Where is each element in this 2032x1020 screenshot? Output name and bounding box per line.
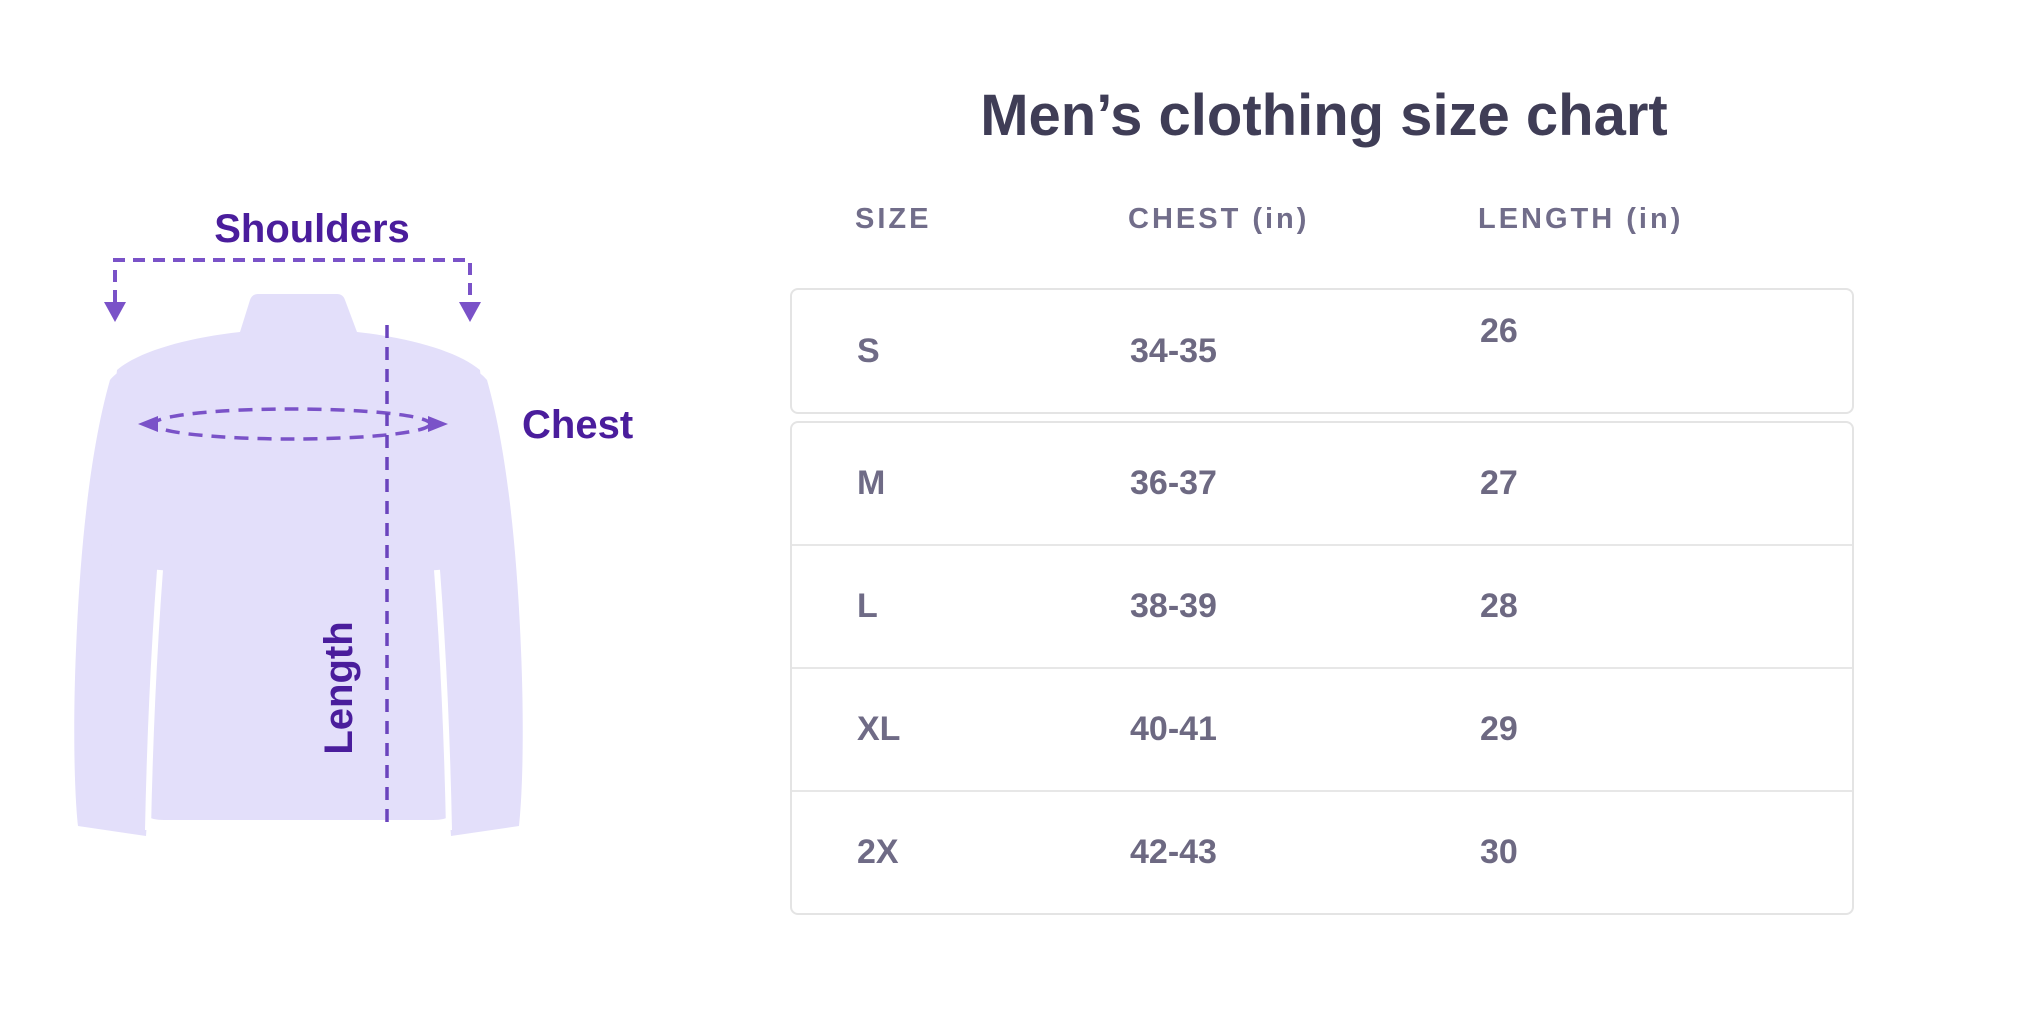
torso-shape [110,332,487,820]
table-row: S 34-35 26 [792,290,1852,412]
shoulders-measure-bracket [113,258,472,302]
shoulders-arrow-left-icon [104,302,126,322]
header-chest: CHEST (in) [1128,203,1310,235]
cell-length: 30 [1480,833,1518,871]
collar-shape [240,294,357,332]
cell-chest: 40-41 [1130,710,1217,748]
table-row: M 36-37 27 [792,423,1852,544]
cell-chest: 42-43 [1130,833,1217,871]
cell-chest: 34-35 [1130,331,1217,370]
length-label: Length [317,621,361,754]
shoulders-label: Shoulders [214,207,410,251]
cell-size: M [857,464,886,502]
size-chart-section: Men’s clothing size chart SIZE CHEST (in… [790,0,1858,1020]
table-row: XL 40-41 29 [792,667,1852,790]
chest-label: Chest [522,403,633,447]
cell-chest: 36-37 [1130,464,1217,502]
table-row: L 38-39 28 [792,544,1852,667]
cell-size: 2X [857,833,899,871]
cell-length: 26 [1480,311,1518,350]
table-header-row: SIZE CHEST (in) LENGTH (in) [855,203,1858,236]
shirt-back-graphic: Shoulders Chest Length [74,207,633,836]
size-table-card: M 36-37 27 L 38-39 28 XL 40-41 29 2X 42-… [790,421,1854,915]
chest-arrow-right-icon [428,416,448,432]
header-size: SIZE [855,203,932,235]
cell-size: S [857,331,880,370]
cell-length: 27 [1480,464,1518,502]
sleeve-crease-right [434,569,452,831]
size-row-card-s: S 34-35 26 [790,288,1854,414]
cell-size: XL [857,710,901,748]
sleeve-crease-left [145,569,163,831]
chest-arrow-left-icon [138,416,158,432]
shirt-measurement-illustration: Shoulders Chest Length [60,190,660,850]
cell-length: 28 [1480,587,1518,625]
cell-length: 29 [1480,710,1518,748]
cell-chest: 38-39 [1130,587,1217,625]
header-length: LENGTH (in) [1478,203,1684,235]
chart-title: Men’s clothing size chart [980,83,1668,148]
table-row: 2X 42-43 30 [792,790,1852,913]
cell-size: L [857,587,878,625]
shoulders-arrow-right-icon [459,302,481,322]
